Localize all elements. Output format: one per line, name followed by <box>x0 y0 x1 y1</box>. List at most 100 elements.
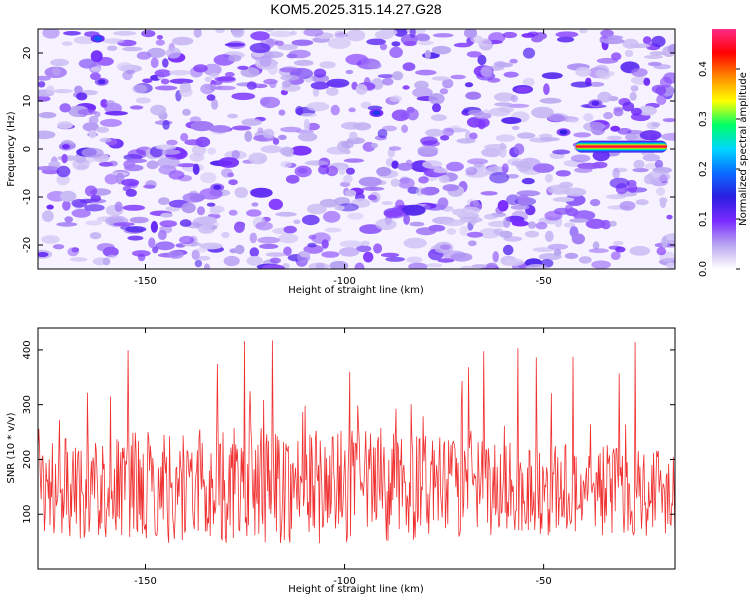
spectrogram-cell <box>348 107 356 113</box>
signal-streak <box>575 145 668 148</box>
spectrogram-cell <box>446 228 456 235</box>
spectrogram-cell <box>583 113 594 122</box>
spectrogram-cell <box>656 187 666 196</box>
spectrogram-cell <box>450 252 473 262</box>
spectrogram-cell <box>211 99 219 110</box>
spectrogram-cell <box>552 197 575 202</box>
spectrogram-cell <box>343 174 353 184</box>
spectrogram-cell <box>157 229 167 241</box>
spectrogram-cell <box>56 174 70 186</box>
colorbar-tick-label: 0.1 <box>698 211 709 227</box>
spectrogram-cell <box>104 111 128 116</box>
spectrogram-cell <box>102 38 125 44</box>
spectrogram-cell <box>624 49 634 58</box>
spectrogram-cell <box>397 177 415 189</box>
spectrogram-cell <box>57 121 73 129</box>
spectrogram-cell <box>129 105 144 110</box>
spectrogram-cell <box>288 49 311 59</box>
spectrogram-cell <box>155 39 165 46</box>
spectrogram-cell <box>204 76 212 83</box>
spectrogram-cell <box>293 59 314 66</box>
spectrogram-cell <box>227 172 234 178</box>
spectrogram-cell <box>248 152 268 165</box>
spectrogram-cell <box>158 197 170 206</box>
spectrogram-cell <box>249 232 257 244</box>
spectrogram-cell <box>516 160 532 172</box>
spectrogram-cell <box>578 256 592 264</box>
spectrogram-cell <box>200 83 215 95</box>
spectrogram-cell <box>651 122 661 127</box>
spectrogram-cell <box>555 170 571 177</box>
spectrogram-cell <box>274 40 284 46</box>
spectrogram-cell <box>626 179 637 187</box>
spectrogram-cell <box>401 124 408 133</box>
spectrogram-cell <box>42 210 54 222</box>
spectrogram-cell <box>377 74 395 79</box>
spectrogram-cell <box>465 166 478 176</box>
spectrogram-cell <box>437 258 455 263</box>
spectrogram-cell <box>265 29 274 32</box>
spectrogram-cell <box>402 85 410 90</box>
spectrogram-cell <box>391 160 399 169</box>
spectrogram-cell <box>165 47 181 59</box>
spectrogram-cell <box>629 246 651 256</box>
spectrogram-cell <box>45 85 55 95</box>
spectrogram-cell <box>259 243 279 249</box>
spectrogram-cell <box>72 158 90 171</box>
spectrogram-cell <box>406 29 426 34</box>
spectrogram-cell <box>382 125 397 132</box>
spectrogram-cell <box>319 61 336 69</box>
spectrogram-cell <box>629 91 637 101</box>
spectrogram-cell <box>113 30 137 36</box>
spectrogram-cell <box>475 163 483 168</box>
spectrogram-cell <box>280 74 300 81</box>
spectrogram-cell <box>246 255 263 266</box>
spectrogram-cell <box>71 208 91 218</box>
spectrogram-cell <box>610 251 621 260</box>
spectrogram-cell <box>90 72 101 81</box>
spectrogram-cell <box>343 150 351 155</box>
spectrogram-cell <box>179 87 193 98</box>
spectrogram-cell <box>612 240 624 246</box>
spectrogram-cell <box>136 51 152 60</box>
spectrogram-cell <box>521 177 535 185</box>
spectrogram-cell <box>76 92 88 101</box>
spectrogram-cell <box>306 203 327 215</box>
spectrogram-cell <box>131 250 151 257</box>
spectrogram-cell <box>223 255 240 267</box>
spectrogram-cell <box>59 103 71 113</box>
spectrogram-cell <box>99 118 123 127</box>
spectrogram-cell <box>176 163 197 168</box>
spectrogram-cell <box>368 62 382 70</box>
spectrogram-cell <box>347 212 364 220</box>
spectrogram-cell <box>100 99 108 108</box>
spectrogram-cell <box>213 80 223 86</box>
spectrogram-cell <box>525 264 548 269</box>
spectrogram-cell <box>565 208 579 217</box>
spectrogram-cell <box>326 78 350 88</box>
spectrogram-cell <box>502 31 518 39</box>
spectrogram-cell <box>240 67 260 78</box>
signal-spot <box>93 36 102 42</box>
spectrogram-cell <box>181 202 196 214</box>
spectrogram-cell <box>442 184 459 192</box>
spectrogram-cell <box>666 214 673 220</box>
spectrogram-cell <box>38 166 59 171</box>
spectrogram-cell <box>304 160 329 166</box>
spectrogram-cell <box>392 71 404 81</box>
spectrogram-cell <box>442 219 465 227</box>
spectrogram-cell <box>531 106 554 119</box>
spectrogram-cell <box>249 42 271 54</box>
spectrogram-cell <box>524 230 540 238</box>
spectrogram-cell <box>546 184 570 194</box>
spectrogram-cell <box>315 262 325 269</box>
spectrogram-cell <box>459 225 469 236</box>
spectrogram-cell <box>73 36 97 45</box>
spectrogram-cell <box>105 100 116 106</box>
spectrogram-cell <box>631 107 642 116</box>
x-tick-label: -150 <box>134 276 157 287</box>
spectrogram-cell <box>38 95 51 102</box>
spectrogram-cell <box>361 186 385 191</box>
spectrogram-cell <box>417 40 434 46</box>
y-tick-label: 300 <box>22 395 33 414</box>
